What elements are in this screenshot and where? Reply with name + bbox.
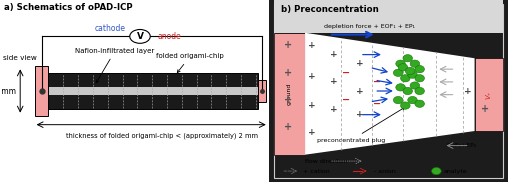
Circle shape	[410, 82, 420, 89]
Text: Nafion-infiltrated layer: Nafion-infiltrated layer	[75, 48, 154, 83]
Text: anode: anode	[157, 32, 181, 41]
Circle shape	[415, 87, 425, 95]
Text: +: +	[330, 50, 337, 59]
Text: +: +	[356, 59, 364, 68]
Polygon shape	[305, 33, 474, 155]
Text: V: V	[137, 32, 143, 41]
Text: −: −	[373, 77, 380, 87]
Circle shape	[398, 64, 408, 71]
Text: +: +	[330, 105, 337, 114]
Circle shape	[130, 29, 150, 43]
Bar	[259, 80, 266, 102]
Circle shape	[403, 87, 412, 95]
Text: +: +	[284, 41, 292, 50]
Text: +: +	[356, 110, 364, 119]
Circle shape	[396, 84, 405, 91]
Text: folded origami-chip: folded origami-chip	[156, 54, 224, 73]
Text: +: +	[308, 41, 316, 50]
Circle shape	[393, 69, 403, 76]
Bar	[48, 73, 259, 109]
Text: flow direction: flow direction	[305, 159, 347, 164]
Circle shape	[415, 100, 425, 107]
Text: +: +	[356, 86, 364, 96]
Text: +: +	[464, 86, 471, 96]
Text: +: +	[308, 128, 316, 137]
Circle shape	[415, 75, 425, 82]
Circle shape	[410, 60, 420, 67]
Text: +: +	[308, 101, 316, 110]
Text: V₊: V₊	[486, 90, 492, 99]
Bar	[274, 0, 503, 33]
Text: analyte: analyte	[443, 169, 467, 174]
Text: cathode: cathode	[95, 24, 126, 33]
Text: +: +	[330, 77, 337, 86]
Text: 5 mm: 5 mm	[0, 86, 16, 96]
Text: +: +	[284, 95, 292, 105]
Text: depletion force + EOF₁ + EP₁: depletion force + EOF₁ + EP₁	[324, 24, 415, 29]
Text: a) Schematics of oPAD-ICP: a) Schematics of oPAD-ICP	[4, 3, 133, 12]
Text: EOF₂+EP₂: EOF₂+EP₂	[446, 143, 476, 148]
Circle shape	[400, 75, 410, 82]
Circle shape	[415, 66, 425, 73]
Circle shape	[396, 60, 405, 67]
Bar	[474, 58, 503, 131]
Text: preconcentrated plug: preconcentrated plug	[317, 108, 404, 143]
Circle shape	[405, 67, 415, 75]
Circle shape	[408, 96, 417, 104]
Text: +: +	[481, 104, 489, 114]
Circle shape	[408, 71, 417, 78]
Text: side view: side view	[3, 55, 37, 61]
Bar	[48, 87, 259, 95]
Text: +: +	[308, 72, 316, 81]
Circle shape	[403, 55, 412, 62]
Bar	[274, 33, 305, 155]
Text: - anion: - anion	[374, 169, 396, 174]
Text: −: −	[341, 68, 350, 78]
Circle shape	[432, 167, 441, 175]
Circle shape	[393, 96, 403, 104]
Circle shape	[400, 102, 410, 109]
Bar	[35, 66, 48, 116]
Text: ground: ground	[287, 83, 292, 105]
Text: thickness of folded origami-chip < (approximately) 2 mm: thickness of folded origami-chip < (appr…	[66, 133, 258, 139]
Text: +: +	[284, 122, 292, 132]
Text: −: −	[373, 99, 380, 109]
Text: −: −	[341, 95, 350, 105]
Text: + cation: + cation	[303, 169, 329, 174]
Text: +: +	[284, 68, 292, 78]
Text: b) Preconcentration: b) Preconcentration	[281, 5, 379, 14]
